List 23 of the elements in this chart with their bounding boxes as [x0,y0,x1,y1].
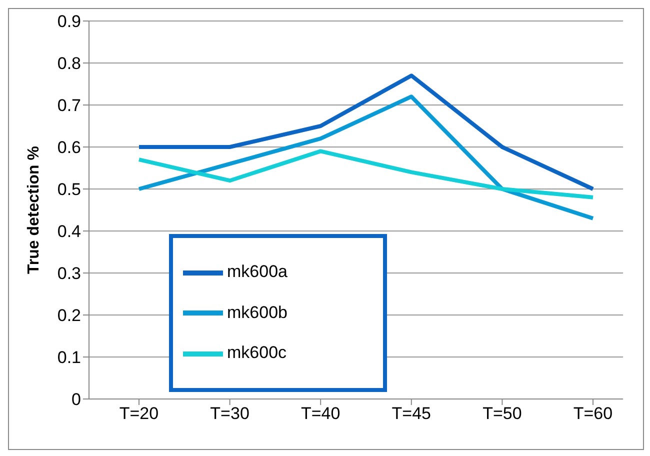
x-tick-label: T=20 [119,404,159,424]
line-series [137,94,595,220]
y-tick-label: 0.5 [57,180,81,200]
y-tick-label: 0.6 [57,138,81,158]
y-tick-label: 0.8 [57,54,81,74]
x-tick-label: T=60 [573,404,613,424]
y-tick-label: 0.7 [57,96,81,116]
x-tick-label: T=30 [210,404,250,424]
y-tick-label: 0.9 [57,12,81,32]
line-series [137,74,595,191]
y-tick-label: 0.3 [57,264,81,284]
line-series [137,149,595,200]
x-tick-label: T=50 [482,404,522,424]
y-tick-label: 0.4 [57,222,81,242]
x-tick-label: T=45 [392,404,432,424]
y-axis-title: True detection % [26,146,43,274]
legend-label: mk600c [227,343,287,362]
y-tick-label: 0.2 [57,306,81,326]
y-tick-label: 0 [72,390,81,410]
y-tick-label: 0.1 [57,348,81,368]
legend-label: mk600a [227,262,288,281]
legend-label: mk600b [227,302,288,322]
x-tick-label: T=40 [300,404,340,424]
